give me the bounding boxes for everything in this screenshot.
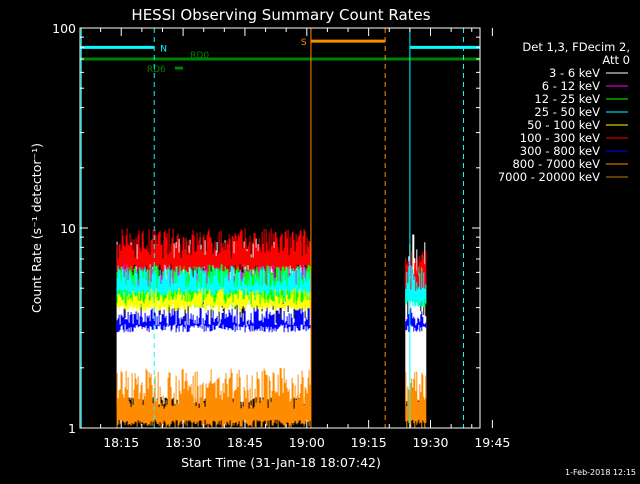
series-strokes: [116, 228, 311, 273]
flag-label: N: [160, 44, 167, 54]
y-axis-label: Count Rate (s⁻¹ detector⁻¹): [29, 143, 44, 313]
y-tick-label: 1: [68, 421, 76, 436]
legend-entry-label: 12 - 25 keV: [534, 92, 600, 106]
series-strokes: [116, 367, 311, 428]
legend-entry-label: 100 - 300 keV: [520, 131, 600, 145]
flag-label: RD6: [147, 65, 166, 75]
data-layer: [116, 228, 427, 428]
legend-entry-label: 3 - 6 keV: [549, 66, 600, 80]
axes-layer: 18:15 18:30 18:45 19:00 19:15 19:30 19:45 1 10 10…: [52, 21, 510, 450]
legend-entry-label: 50 - 100 keV: [527, 118, 600, 132]
x-tick-label: 19:00: [289, 435, 325, 450]
series-trace-4-0: [116, 288, 311, 312]
x-tick-label: 19:45: [474, 435, 510, 450]
flag-label: RD0: [190, 51, 209, 61]
series-strokes: [116, 307, 311, 333]
series-trace-7-0: [116, 367, 311, 428]
series-trace-6-0: [116, 307, 311, 333]
flags-layer: N S RD6 RD0: [80, 38, 480, 75]
x-tick-label: 19:30: [412, 435, 448, 450]
legend-entry-label: 800 - 7000 keV: [512, 157, 600, 171]
legend-entry-label: 300 - 800 keV: [520, 144, 600, 158]
legend-header-line: Det 1,3, FDecim 2,: [522, 40, 630, 54]
x-tick-label: 19:15: [351, 435, 387, 450]
x-tick-label: 18:30: [165, 435, 201, 450]
series-trace-5-0: [116, 228, 311, 273]
y-tick-label: 100: [52, 21, 76, 36]
x-tick-label: 18:15: [103, 435, 139, 450]
series-strokes: [116, 288, 311, 312]
flag-label: S: [301, 38, 307, 48]
legend-entry-label: 25 - 50 keV: [534, 105, 600, 119]
legend-entry-label: 7000 - 20000 keV: [498, 170, 600, 184]
y-tick-label: 10: [60, 221, 76, 236]
x-tick-label: 18:45: [227, 435, 263, 450]
x-axis-label: Start Time (31-Jan-18 18:07:42): [181, 455, 381, 470]
footer-timestamp: 1-Feb-2018 12:15: [565, 468, 636, 477]
legend-header-line: Att 0: [602, 53, 630, 67]
vertical-lines-layer: [80, 28, 465, 428]
chart-title: HESSI Observing Summary Count Rates: [131, 6, 430, 24]
legend-entry-label: 6 - 12 keV: [542, 79, 600, 93]
